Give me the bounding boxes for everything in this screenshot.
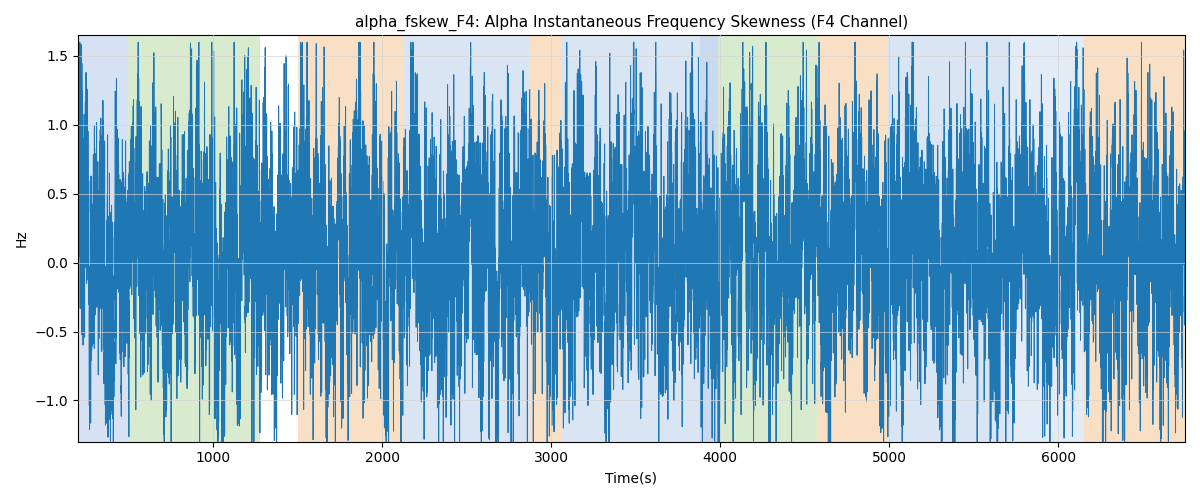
Bar [562,36,700,442]
Y-axis label: Hz: Hz [14,230,29,248]
Title: alpha_fskew_F4: Alpha Instantaneous Frequency Skewness (F4 Channel): alpha_fskew_F4: Alpha Instantaneous Freq… [355,15,908,31]
Bar [700,36,719,442]
Bar [848,36,888,442]
Bar [888,36,1010,442]
Bar [816,36,848,442]
Bar [529,36,562,442]
Bar [1010,36,1084,442]
Bar [298,36,404,442]
Bar [78,36,127,442]
Bar [127,36,260,442]
Bar [1084,36,1184,442]
Bar [719,36,749,442]
Bar [749,36,816,442]
Bar [404,36,529,442]
X-axis label: Time(s): Time(s) [606,471,658,485]
